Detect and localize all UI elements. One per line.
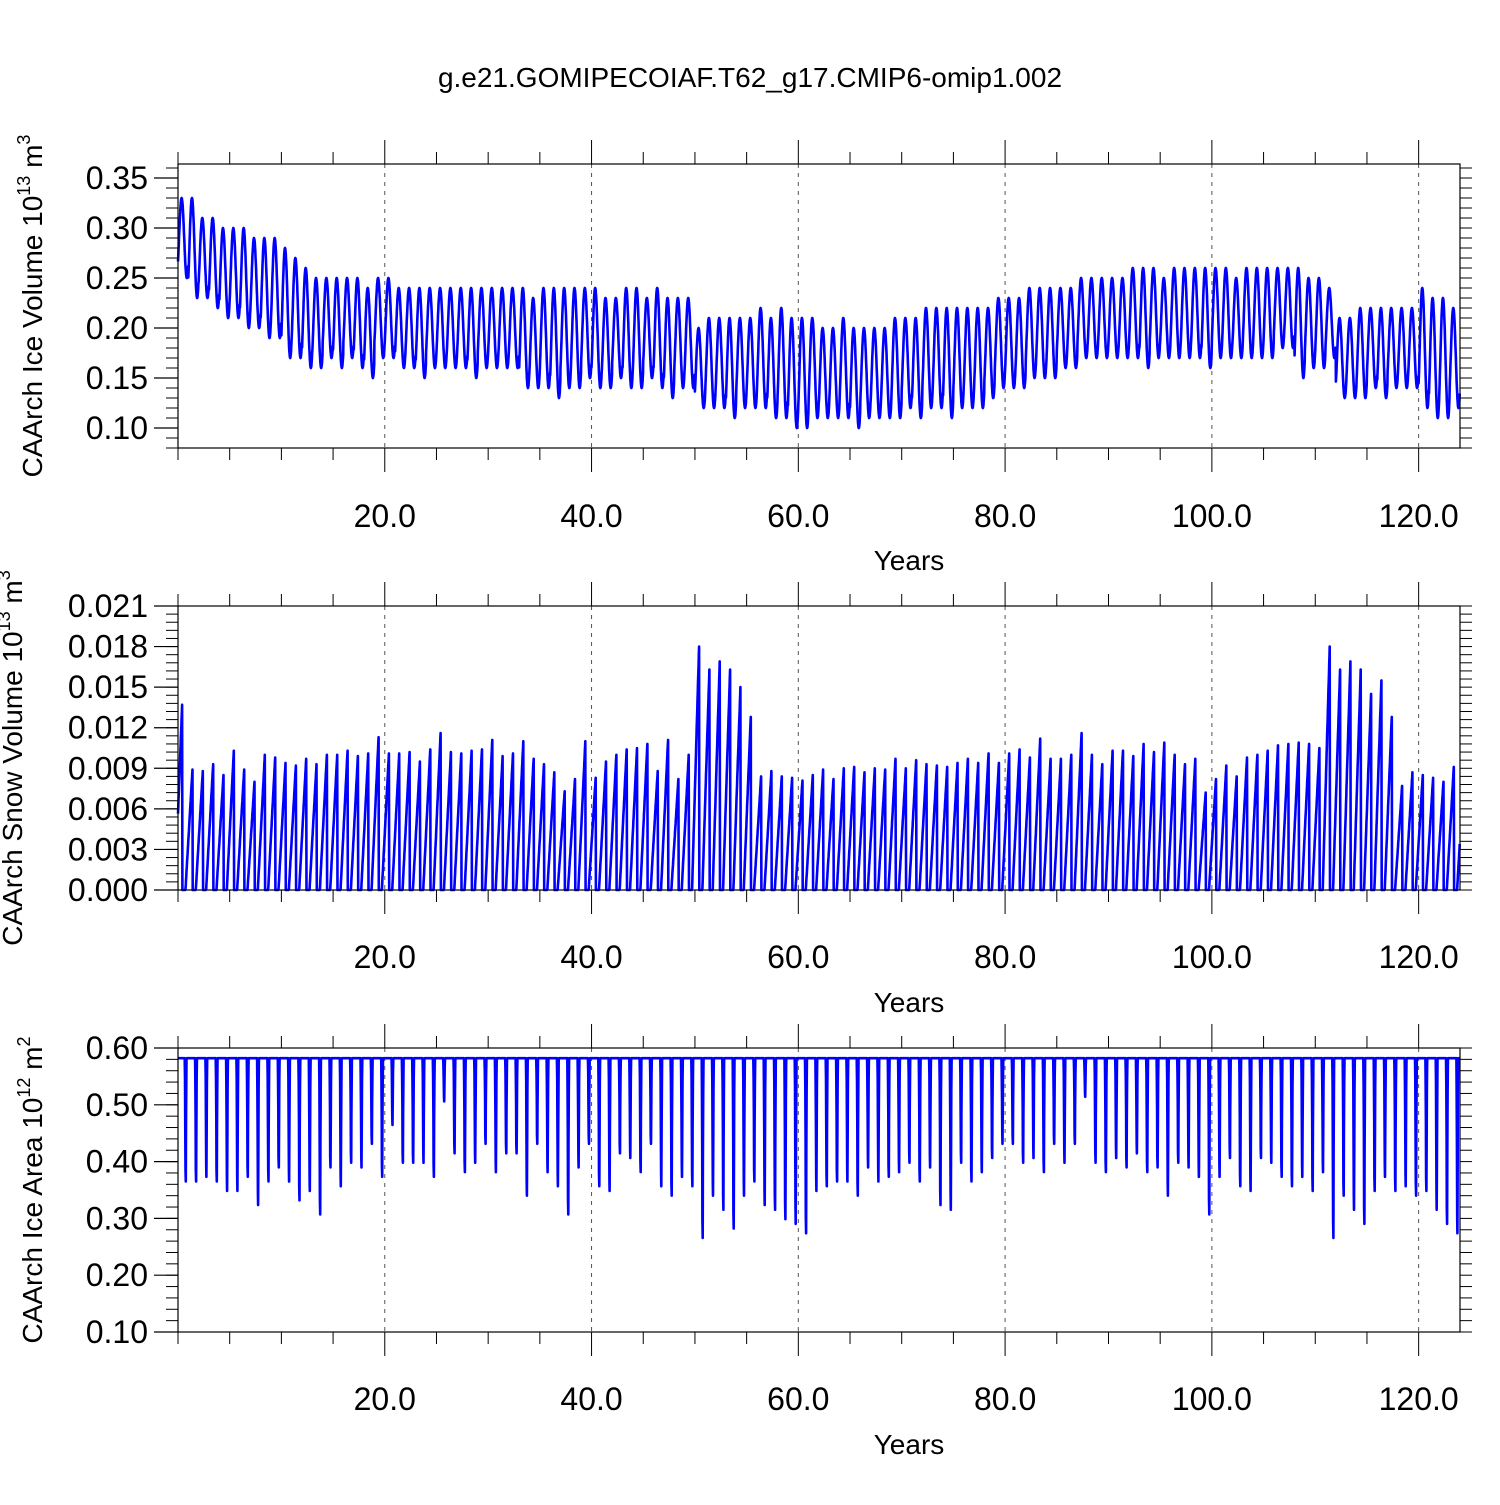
y-axis-label-unit: m: [17, 145, 48, 176]
y-axis-label-unit: m: [17, 1046, 48, 1077]
x-tick-label: 120.0: [1379, 939, 1459, 975]
plot-frame: [177, 1047, 1461, 1333]
x-tick-label: 20.0: [354, 1381, 416, 1417]
panel-3: 0.10 0.20 0.30 0.40 0.50 0.60 20.0 40.0 60.0 80.0…: [14, 1024, 1472, 1460]
y-tick-label: 0.30: [86, 1200, 148, 1236]
x-tick-label: 120.0: [1379, 1381, 1459, 1417]
x-tick-label: 80.0: [974, 1381, 1036, 1417]
plot-frame: [177, 605, 1461, 891]
y-axis-label: CAArch Ice Area 1012 m2: [14, 1036, 48, 1343]
y-axis-label-text: CAArch Ice Area 10: [17, 1098, 48, 1344]
y-tick-label: 0.000: [68, 872, 148, 908]
y-tick-label: 0.35: [86, 160, 148, 196]
figure-title: g.e21.GOMIPECOIAF.T62_g17.CMIP6-omip1.00…: [437, 62, 1063, 93]
x-tick-label: 100.0: [1172, 498, 1252, 534]
y-axis-label-unit-exponent: 2: [14, 1036, 34, 1046]
x-tick-label: 20.0: [354, 498, 416, 534]
x-tick-label: 60.0: [767, 1381, 829, 1417]
y-tick-label: 0.015: [68, 669, 148, 705]
y-tick-label: 0.003: [68, 831, 148, 867]
y-axis-label-unit: m: [0, 580, 28, 611]
panel-2: 0.000 0.003 0.006 0.009 0.012 0.015 0.018 0.021…: [0, 570, 1472, 1018]
series-line-1: [176, 645, 1461, 892]
y-axis-label-unit-exponent: 3: [0, 570, 14, 580]
y-axis-label: CAArch Snow Volume 1013 m3: [0, 570, 28, 946]
plot-frame: [177, 163, 1461, 449]
y-tick-label: 0.30: [86, 210, 148, 246]
series-line-1: [176, 196, 1461, 430]
x-tick-label: 80.0: [974, 498, 1036, 534]
x-axis-label: Years: [874, 545, 945, 576]
y-tick-label: 0.60: [86, 1030, 148, 1066]
y-axis-label-text: CAArch Ice Volume 10: [17, 196, 48, 478]
y-tick-label: 0.50: [86, 1087, 148, 1123]
y-axis-label-exponent: 13: [0, 611, 14, 631]
y-tick-label: 0.15: [86, 360, 148, 396]
y-tick-label: 0.006: [68, 791, 148, 827]
y-tick-label: 0.018: [68, 629, 148, 665]
y-axis-label: CAArch Ice Volume 1013 m3: [14, 135, 48, 478]
x-tick-label: 120.0: [1379, 498, 1459, 534]
y-axis-label-unit-exponent: 3: [14, 135, 34, 145]
x-tick-label: 40.0: [560, 1381, 622, 1417]
y-tick-label: 0.20: [86, 1257, 148, 1293]
series-line-1: [177, 1056, 1461, 1240]
x-axis-label: Years: [874, 1429, 945, 1460]
y-tick-label: 0.012: [68, 710, 148, 746]
x-tick-label: 40.0: [560, 939, 622, 975]
y-tick-label: 0.10: [86, 1314, 148, 1350]
panel-1: 0.10 0.15 0.20 0.25 0.30 0.35 20.0 40.0 60.0 80.0…: [14, 135, 1472, 576]
x-tick-label: 100.0: [1172, 1381, 1252, 1417]
x-tick-label: 80.0: [974, 939, 1036, 975]
y-tick-label: 0.20: [86, 310, 148, 346]
y-axis-label-exponent: 13: [14, 176, 34, 196]
y-tick-label: 0.40: [86, 1144, 148, 1180]
x-tick-label: 60.0: [767, 939, 829, 975]
y-axis-label-exponent: 12: [14, 1078, 34, 1098]
x-axis-label: Years: [874, 987, 945, 1018]
x-tick-label: 100.0: [1172, 939, 1252, 975]
y-axis-label-text: CAArch Snow Volume 10: [0, 631, 28, 945]
x-tick-label: 60.0: [767, 498, 829, 534]
y-tick-label: 0.009: [68, 750, 148, 786]
x-tick-label: 20.0: [354, 939, 416, 975]
y-tick-label: 0.10: [86, 410, 148, 446]
x-tick-label: 40.0: [560, 498, 622, 534]
y-tick-label: 0.021: [68, 588, 148, 624]
y-tick-label: 0.25: [86, 260, 148, 296]
